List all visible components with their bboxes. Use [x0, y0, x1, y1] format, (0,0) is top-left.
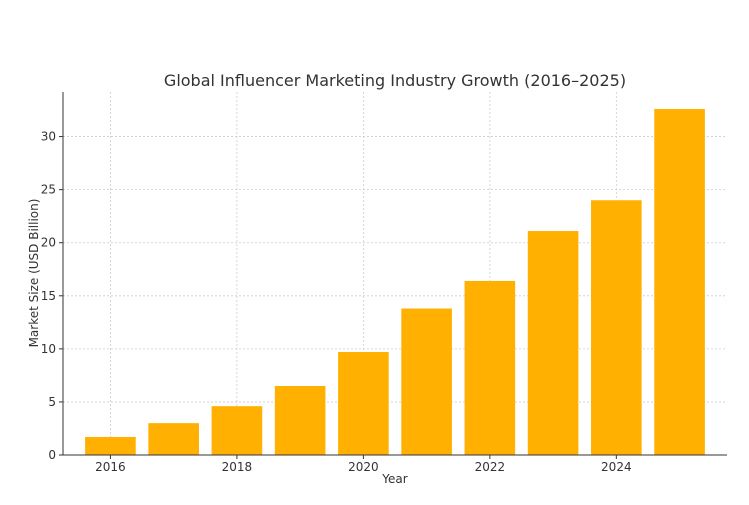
x-tick-label: 2016 [95, 460, 126, 474]
axes: 0 5 10 15 20 25 30 2016 2018 2020 2022 2024 [41, 92, 727, 474]
bar-2021 [401, 308, 452, 455]
x-tick-label: 2020 [348, 460, 379, 474]
y-tick-label: 0 [48, 448, 56, 462]
bar-2024 [591, 200, 642, 455]
y-tick-label: 5 [48, 395, 56, 409]
y-axis-label: Market Size (USD Billion) [27, 199, 41, 348]
bar-2022 [464, 280, 516, 455]
chart-title: Global Influencer Marketing Industry Gro… [164, 71, 626, 90]
x-axis-label: Year [381, 472, 407, 486]
bar-2023 [527, 231, 579, 455]
y-tick-label: 10 [41, 342, 56, 356]
bar-2025 [654, 108, 705, 455]
y-tick-label: 15 [41, 289, 56, 303]
x-tick-label: 2022 [475, 460, 506, 474]
bar-2019 [274, 386, 326, 455]
x-tick-label: 2018 [222, 460, 253, 474]
x-tick-label: 2024 [601, 460, 632, 474]
bars [85, 108, 705, 455]
y-tick-label: 25 [41, 183, 56, 197]
bar-2016 [85, 436, 136, 455]
y-tick-label: 20 [41, 236, 56, 250]
bar-2020 [338, 352, 389, 455]
bar-2017 [148, 423, 199, 455]
y-tick-label: 30 [41, 130, 56, 144]
bar-2018 [211, 406, 263, 455]
